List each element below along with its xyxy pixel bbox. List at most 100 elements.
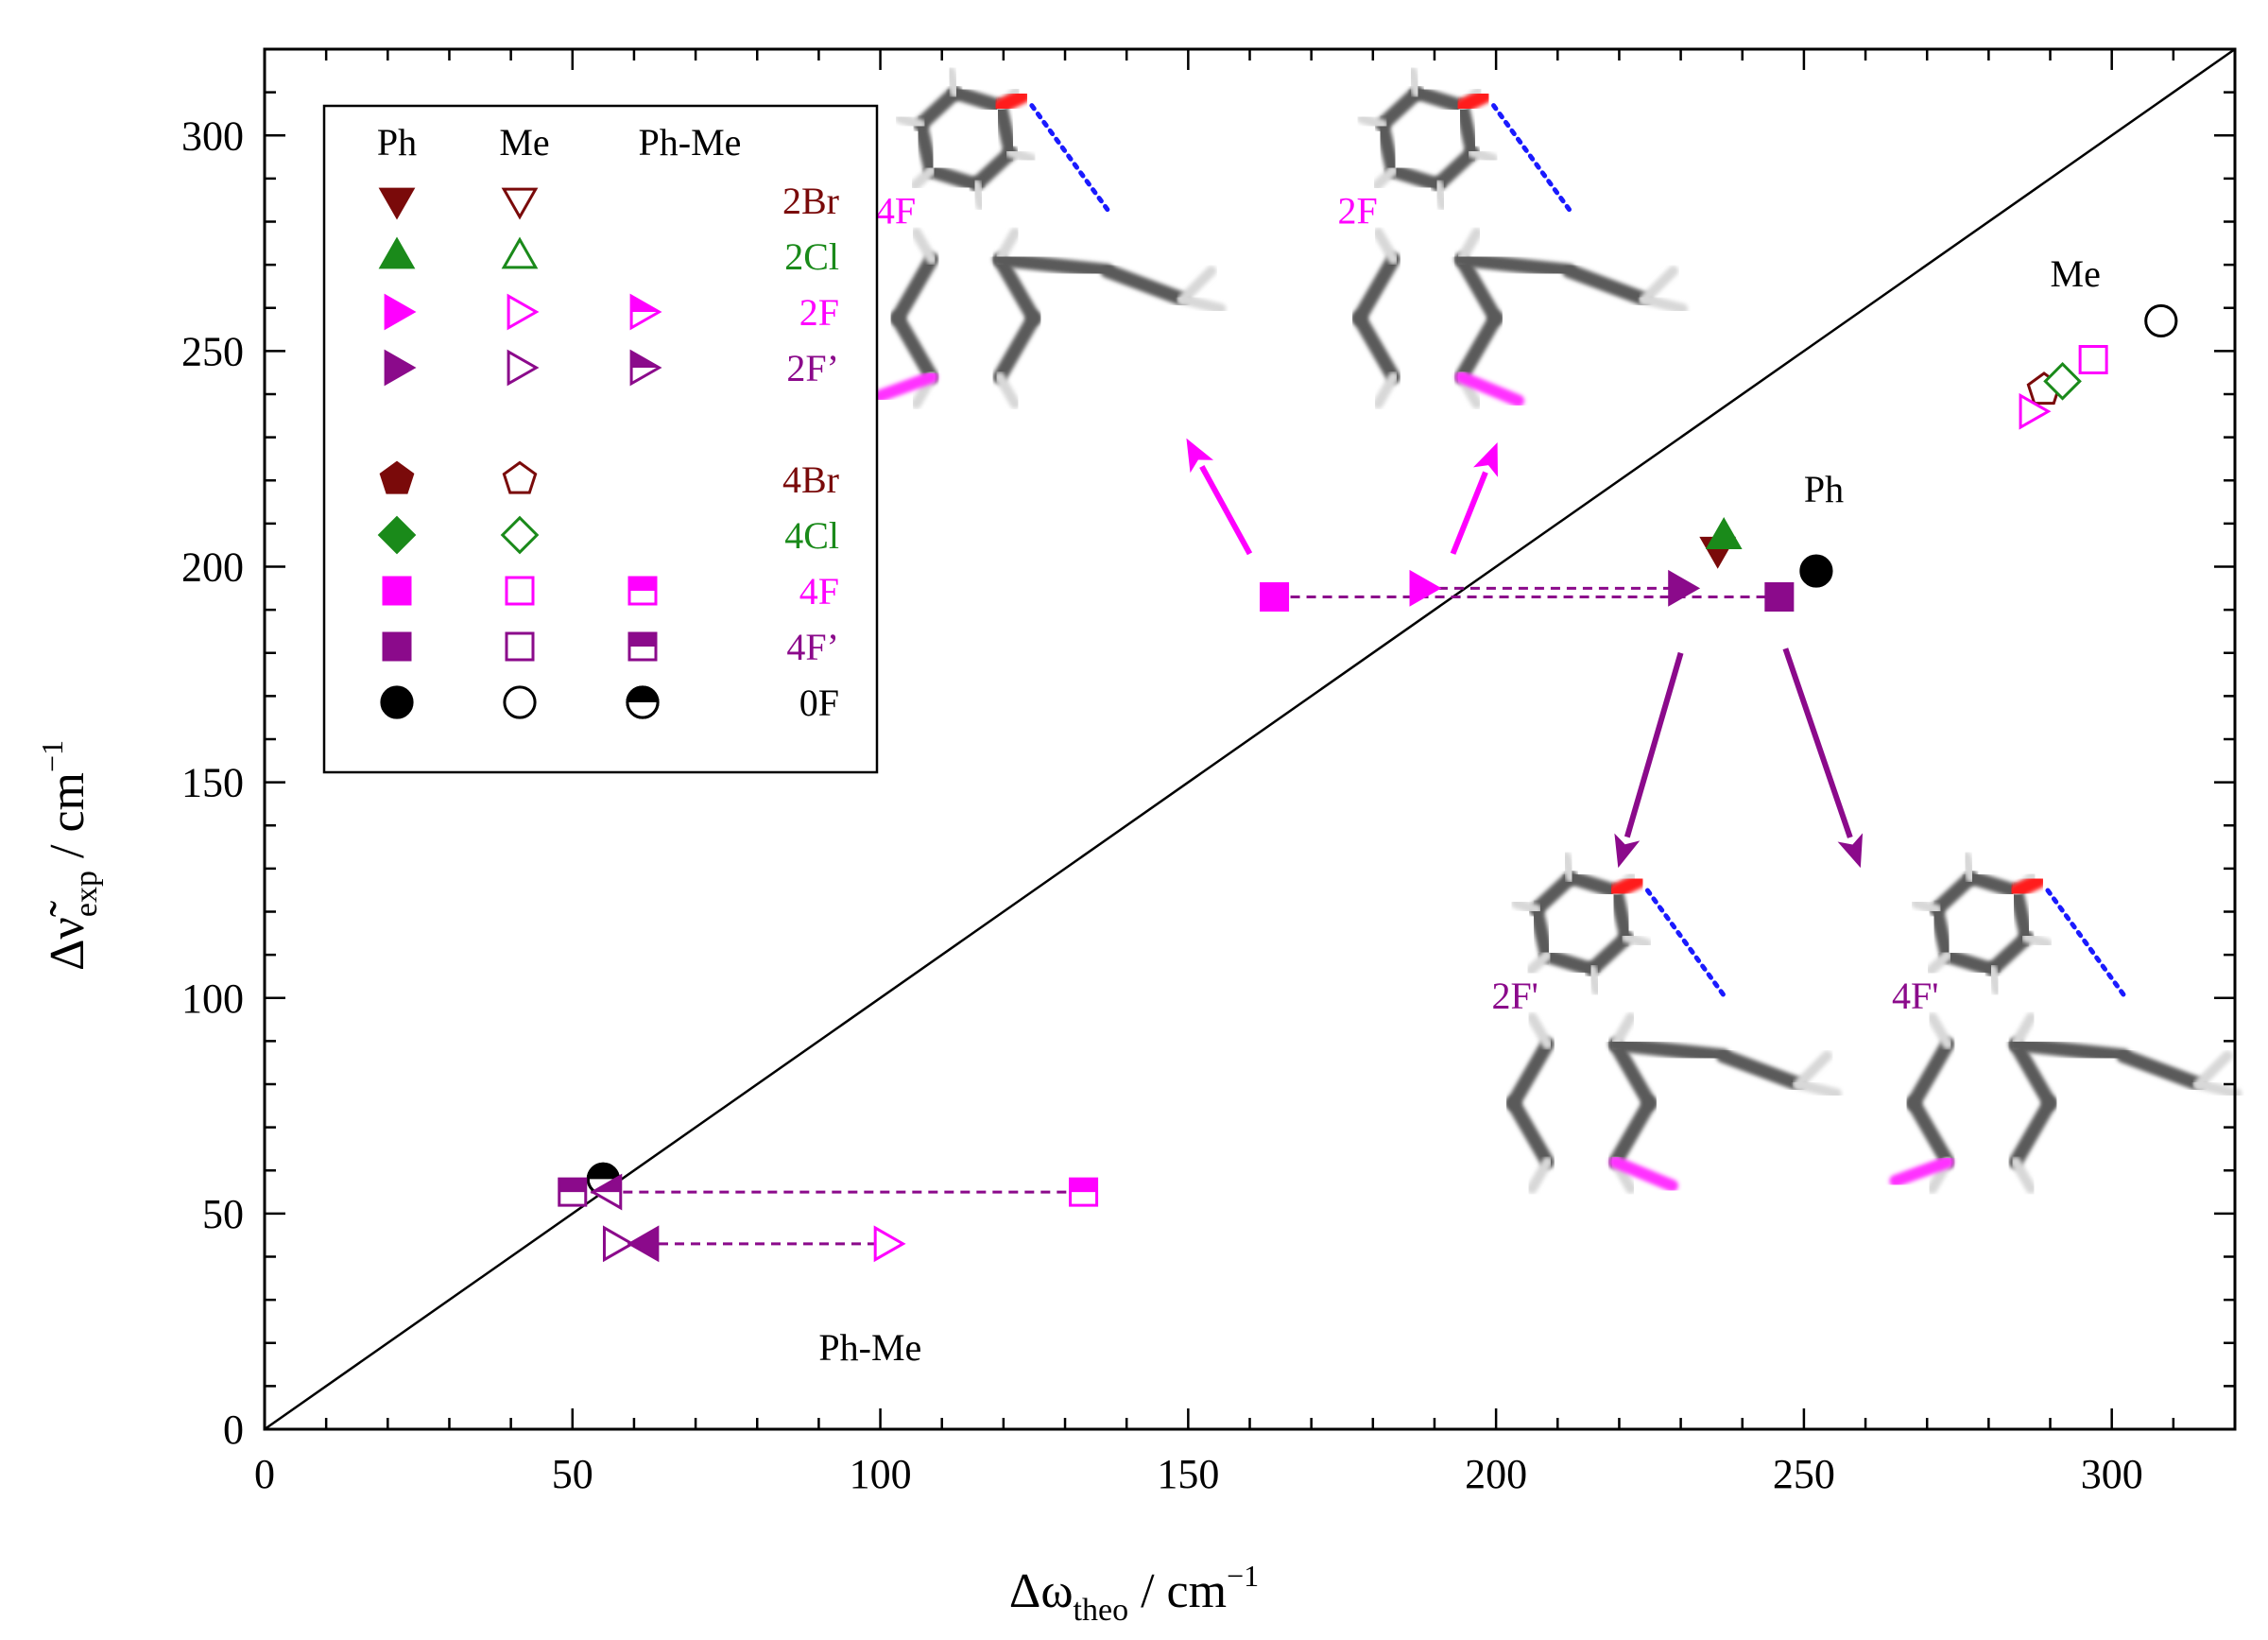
arrow [1450,442,1498,555]
molecule-2fp: 2F' [1477,851,1842,1194]
h-bond-stub [945,66,961,98]
plot-area [264,47,2236,1431]
ring-bond [1939,948,2000,977]
ring-bond [1929,902,1954,963]
legend-marker [501,236,539,269]
h-bond-stub [2010,1156,2036,1194]
h-bond-stub [1467,147,1499,164]
h-bond-stub [910,165,936,191]
arrow-shaft [1782,647,1853,838]
marker-outline [1069,1177,1099,1207]
h-bond-stub [971,179,987,211]
diagonal-line [264,47,2236,1431]
ring-bond [1505,1096,1555,1169]
marker-shape [1764,581,1795,612]
marker-shape [2043,361,2082,401]
y-tick-label: 50 [202,1191,244,1237]
legend-label: 4F’ [786,626,839,668]
h-bond-stub [2193,1050,2233,1090]
marker-shape [384,293,417,331]
h-bond-stub [1005,147,1037,164]
legend-marker [501,187,539,220]
h-bond-stub [1372,227,1400,265]
methyl-bond [2116,1048,2207,1092]
ring-bond [923,164,984,192]
marker-shape [502,460,538,494]
y-tick-label: 200 [181,544,244,591]
legend-header: Ph-Me [639,121,742,164]
legend-marker [378,236,416,269]
legend: Ph Me Ph-Me 2Br 2Cl 2F 2F’ 4Br 4Cl 4F 4F’ 0F [322,104,879,774]
ring-bond [1906,1096,1955,1169]
h-bond-stub [1356,112,1388,130]
legend-marker [380,685,414,719]
marker-shape [873,1225,906,1263]
ring-bond [1375,85,1424,132]
data-point-ph-me-2fp [590,1173,623,1211]
h-bond-stub [1621,932,1653,949]
ring-bond [1539,948,1600,977]
dashed-links [591,586,1779,1246]
marker-shape [377,515,417,555]
methyl-bond [1562,264,1653,307]
h-bond-stub [994,371,1021,409]
c-c-bond [992,251,1115,279]
h-bond-stub [1793,1079,1842,1099]
marker-shape [382,576,412,606]
ring-bond [1984,930,2035,977]
ring-bond [1431,145,1480,192]
legend-marker [384,293,417,331]
arrow-head [1186,438,1214,474]
legend-marker [629,293,662,331]
marker-shape [503,685,537,719]
ring-bond [2008,1096,2057,1169]
h-bond-stub [1640,266,1679,305]
legend-label: 2Cl [784,235,839,278]
legend-marker [507,349,540,387]
c-f-bond [1455,371,1525,407]
marker-half-fill [1070,1179,1097,1193]
legend-marker [384,349,417,387]
data-point-me-2f [873,1225,906,1263]
marker-shape [2019,392,2052,430]
data-point-me-4cl [2043,361,2082,401]
marker-shape [501,236,539,269]
ring-bond [1607,1037,1657,1111]
h-bond-stub [1587,964,1603,996]
marker-shape [505,631,535,662]
arrow-shaft [1624,651,1684,838]
marker-shape [382,631,412,662]
data-point-ph-2fp [1668,569,1701,607]
legend-label: 4Br [782,458,839,501]
marker-half-fill [558,1179,586,1193]
ring-bond [1906,1037,1955,1111]
ring-bond [1454,99,1480,160]
marker-shape [380,685,414,719]
x-tick-label: 200 [1465,1451,1527,1497]
ring-bond [993,99,1019,160]
arrow [1782,647,1864,869]
h-bond-stub [1926,950,1952,975]
h-bond-stub [1371,165,1399,191]
marker-shape [379,460,415,494]
h-bond-stub [1961,851,1977,883]
marker-shape [1705,517,1743,549]
legend-marker [629,349,662,387]
ring-bond [1352,251,1401,326]
legend-label: 2Br [782,180,839,222]
c-f-bond [1889,1155,1954,1187]
oh-bond [1454,88,1492,114]
ring-bond [1409,85,1469,114]
marker-half-fill [593,1176,621,1193]
methyl-bond [1715,1048,1806,1092]
y-tick-label: 250 [181,328,244,374]
legend-marker [626,685,660,719]
data-point-ph-me-4f [1069,1177,1099,1207]
c-f-bond [873,371,938,403]
molecule-4fp: 4F' [1878,851,2242,1194]
marker-shape [384,349,417,387]
ring-bond [890,251,939,326]
marker-shape [505,576,535,606]
marker-shape [1799,554,1833,588]
